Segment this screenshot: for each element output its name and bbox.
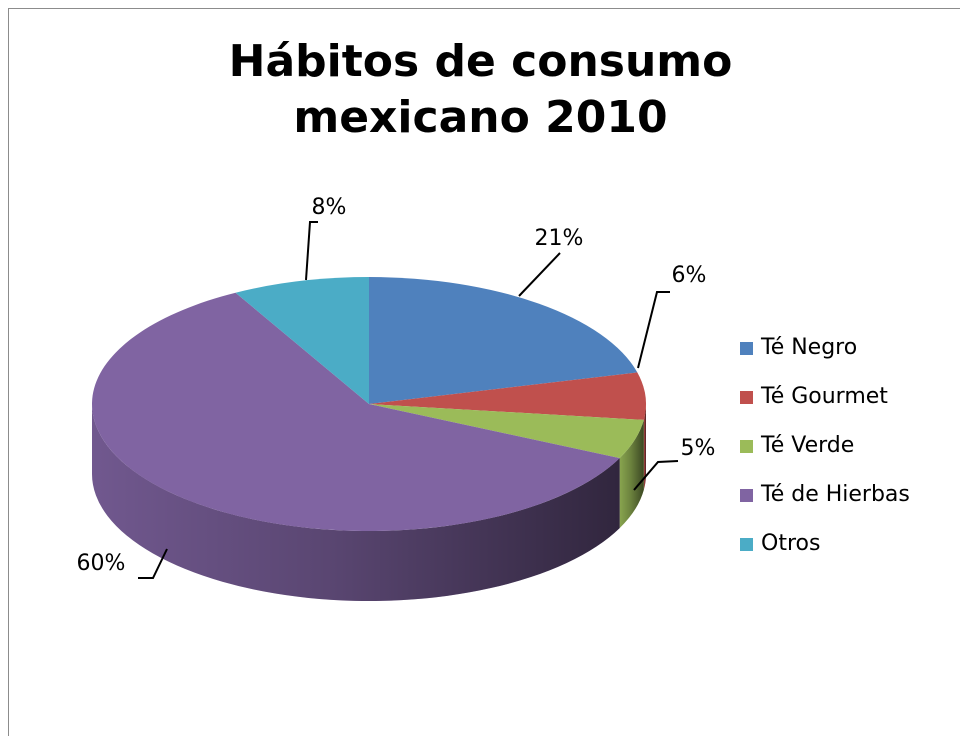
pie-side-shade-te-verde: [619, 419, 644, 529]
pie-side-shade-te-gourmet: [643, 404, 646, 490]
leader-line-te-negro: [518, 252, 561, 297]
legend-label-otros: Otros: [761, 531, 821, 556]
legend-label-te-negro: Té Negro: [761, 335, 858, 360]
leader-line-te-verde: [633, 460, 679, 491]
data-label-te-negro: 21%: [535, 226, 584, 251]
pie-leader-lines: [138, 221, 679, 579]
data-label-te-gourmet: 6%: [672, 263, 707, 288]
pie-slice-te-gourmet: [369, 372, 647, 420]
pie-tops: [91, 277, 647, 531]
legend-swatch-te-verde: [740, 440, 753, 453]
leader-line-te-gourmet: [637, 291, 670, 369]
data-label-te-verde: 5%: [681, 436, 716, 461]
legend-swatch-te-de-hierbas: [740, 489, 753, 502]
legend-label-te-verde: Té Verde: [761, 433, 855, 458]
legend-swatch-te-negro: [740, 342, 753, 355]
pie-data-labels: 21% 6% 5% 60% 8%: [77, 195, 716, 576]
legend-label-te-gourmet: Té Gourmet: [761, 384, 888, 409]
data-label-otros: 8%: [312, 195, 347, 220]
chart-title-line-2: mexicano 2010: [293, 92, 668, 143]
chart-title-line-1: Hábitos de consumo: [228, 36, 733, 87]
leader-line-otros: [305, 221, 318, 281]
pie-slice-te-negro: [369, 277, 638, 404]
leader-line-te-de-hierbas: [138, 548, 168, 579]
pie-side-shade-te-de-hierbas: [92, 404, 620, 602]
legend-swatch-te-gourmet: [740, 391, 753, 404]
pie-slice-otros: [235, 277, 369, 404]
pie-sides: [92, 404, 646, 602]
data-label-te-de-hierbas: 60%: [77, 551, 126, 576]
pie-slice-te-verde: [369, 404, 644, 459]
pie-slice-te-de-hierbas: [91, 292, 620, 531]
chart-title: Hábitos de consumo mexicano 2010: [0, 34, 961, 146]
legend-label-te-de-hierbas: Té de Hierbas: [761, 482, 910, 507]
legend-swatch-otros: [740, 538, 753, 551]
